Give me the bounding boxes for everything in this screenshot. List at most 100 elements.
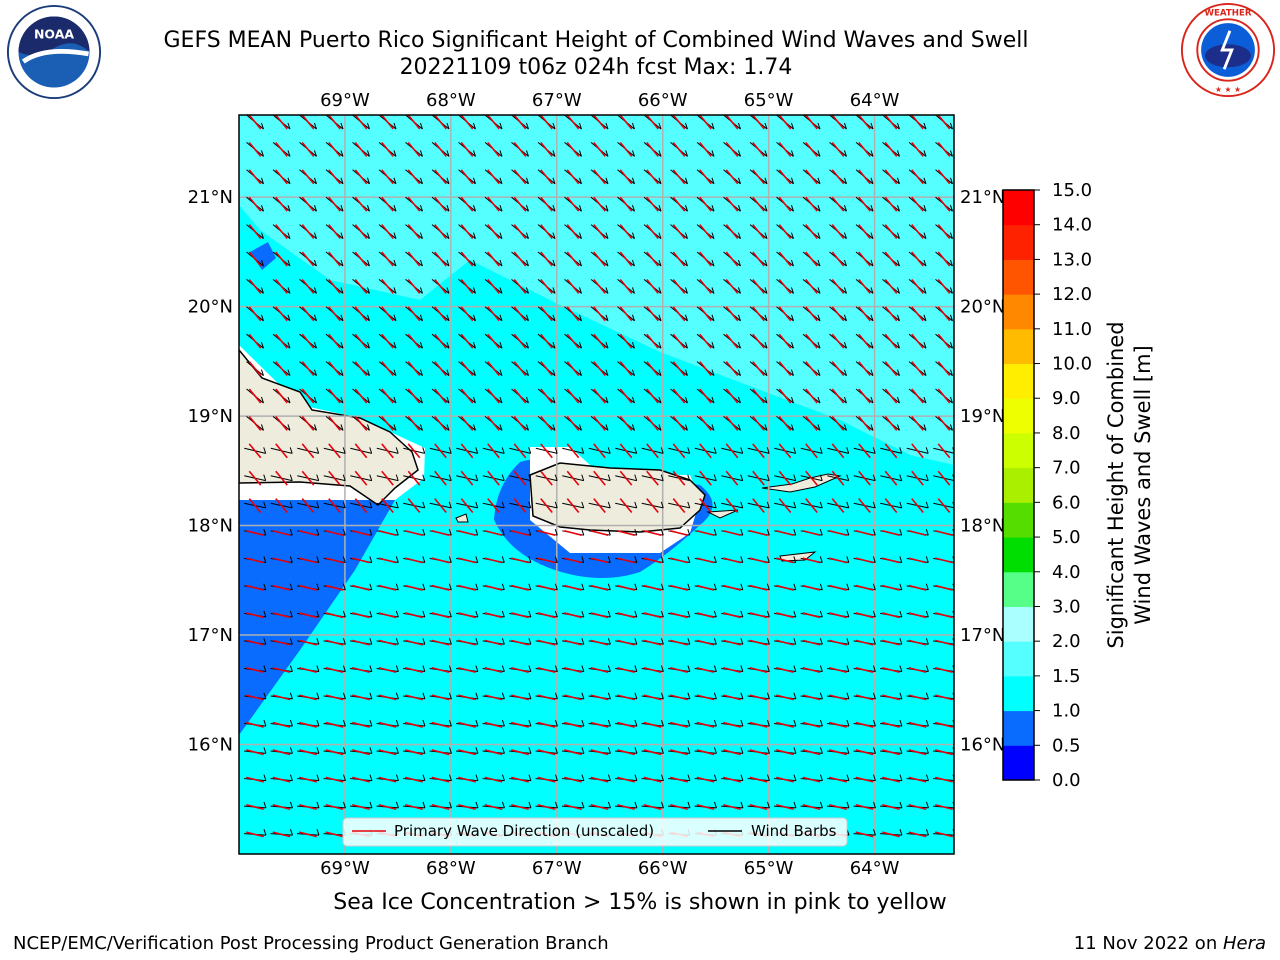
wind-barb-flag xyxy=(369,501,373,509)
wave-arrow xyxy=(802,694,821,701)
wave-arrow xyxy=(672,470,686,486)
wave-arrow xyxy=(749,749,768,756)
wave-arrow xyxy=(407,224,421,240)
wave-arrow xyxy=(248,224,262,240)
wave-arrow xyxy=(487,278,500,294)
wind-barb-flag xyxy=(764,287,768,294)
wave-arrow xyxy=(458,639,476,646)
wave-arrow xyxy=(725,306,739,322)
wind-barb-flag xyxy=(499,342,503,349)
wind-barb-flag xyxy=(369,529,373,536)
wave-arrow xyxy=(778,251,792,267)
wind-barb-flag xyxy=(817,314,821,321)
wave-arrow xyxy=(378,529,397,537)
wind-barb-flag xyxy=(607,692,611,699)
wave-arrow xyxy=(776,666,794,674)
wind-barb-flag xyxy=(263,719,267,727)
wave-arrow xyxy=(725,470,739,486)
wind-barb-flag xyxy=(316,529,320,536)
wind-barb-flag xyxy=(923,177,927,184)
wave-arrow xyxy=(619,306,633,322)
wind-barb-flag xyxy=(446,177,450,184)
wind-barb-flag xyxy=(738,259,741,267)
wind-barb-flag xyxy=(499,396,503,404)
wave-arrow xyxy=(246,803,264,811)
wave-arrow xyxy=(325,584,344,591)
wind-barb-flag xyxy=(340,314,344,321)
wave-arrow xyxy=(513,443,527,459)
wave-arrow xyxy=(487,196,500,212)
wind-barb-flag xyxy=(923,369,927,376)
wave-arrow xyxy=(299,831,317,838)
wind-barb-flag xyxy=(660,801,664,809)
wind-barb-flag xyxy=(340,122,344,130)
wave-arrow xyxy=(725,498,739,514)
wave-arrow xyxy=(776,612,794,619)
wind-barb-flag xyxy=(367,122,370,130)
wave-arrow xyxy=(460,470,474,486)
wave-arrow xyxy=(646,443,659,459)
wave-arrow xyxy=(434,333,447,349)
wind-barb-flag xyxy=(660,556,664,563)
wind-barb-flag xyxy=(713,501,717,509)
colorbar-tick-label: 1.0 xyxy=(1052,701,1081,722)
wind-barb-flag xyxy=(287,150,291,157)
wave-arrow xyxy=(646,498,659,514)
wave-arrow xyxy=(617,557,635,564)
wave-arrow xyxy=(802,721,821,728)
wind-barb-flag xyxy=(446,287,450,294)
wave-arrow xyxy=(831,443,845,459)
wind-barb-flag xyxy=(872,610,876,618)
wave-arrow xyxy=(434,498,447,514)
wind-barb-flag xyxy=(897,205,900,212)
wind-barb-flag xyxy=(499,122,503,130)
wind-barb-flag xyxy=(579,369,582,376)
wind-barb-flag xyxy=(263,501,267,509)
wave-arrow xyxy=(511,584,529,591)
wave-arrow xyxy=(487,141,500,157)
wave-arrow xyxy=(670,557,688,564)
wind-barb-flag xyxy=(819,774,823,781)
wave-arrow xyxy=(458,584,476,591)
wave-arrow xyxy=(378,749,397,756)
wind-barb-flag xyxy=(817,396,821,404)
wind-barb-flag xyxy=(501,447,505,454)
wave-arrow xyxy=(434,224,447,240)
wind-barb-flag xyxy=(766,556,770,563)
wave-arrow xyxy=(593,278,606,294)
wave-arrow xyxy=(778,224,792,240)
wind-barb-flag xyxy=(314,314,317,321)
wave-arrow xyxy=(354,470,368,486)
wave-arrow xyxy=(831,141,845,157)
wind-barb-flag xyxy=(899,774,903,781)
wind-barb-flag xyxy=(899,829,903,836)
colorbar-segment xyxy=(1003,432,1034,469)
wave-arrow xyxy=(484,749,503,756)
wind-barb-flag xyxy=(766,719,770,727)
wind-barb-flag xyxy=(846,665,850,672)
wind-barb-flag xyxy=(473,259,476,267)
wave-arrow xyxy=(593,115,606,130)
wave-arrow xyxy=(564,721,582,728)
wind-barb-flag xyxy=(685,122,688,130)
wave-arrow xyxy=(405,584,423,591)
wave-arrow xyxy=(672,388,686,404)
wave-arrow xyxy=(484,612,503,619)
wave-arrow xyxy=(540,141,553,157)
wind-barb-flag xyxy=(420,424,423,431)
wind-barb-flag xyxy=(897,342,900,349)
wave-arrow xyxy=(884,196,898,212)
wave-arrow xyxy=(540,361,553,377)
wind-barb-flag xyxy=(581,529,585,536)
wave-arrow xyxy=(937,470,951,486)
wind-barb-flag xyxy=(844,314,847,321)
wind-barb-flag xyxy=(369,665,373,672)
wind-barb-flag xyxy=(395,719,399,727)
wind-barb-flag xyxy=(872,801,876,809)
wind-barb-flag xyxy=(526,150,529,157)
wind-barb-flag xyxy=(552,205,556,212)
colorbar-tick-label: 11.0 xyxy=(1052,319,1092,340)
wind-barb-flag xyxy=(367,287,370,294)
wind-barb-flag xyxy=(713,447,717,454)
wind-barb-flag xyxy=(342,801,346,809)
